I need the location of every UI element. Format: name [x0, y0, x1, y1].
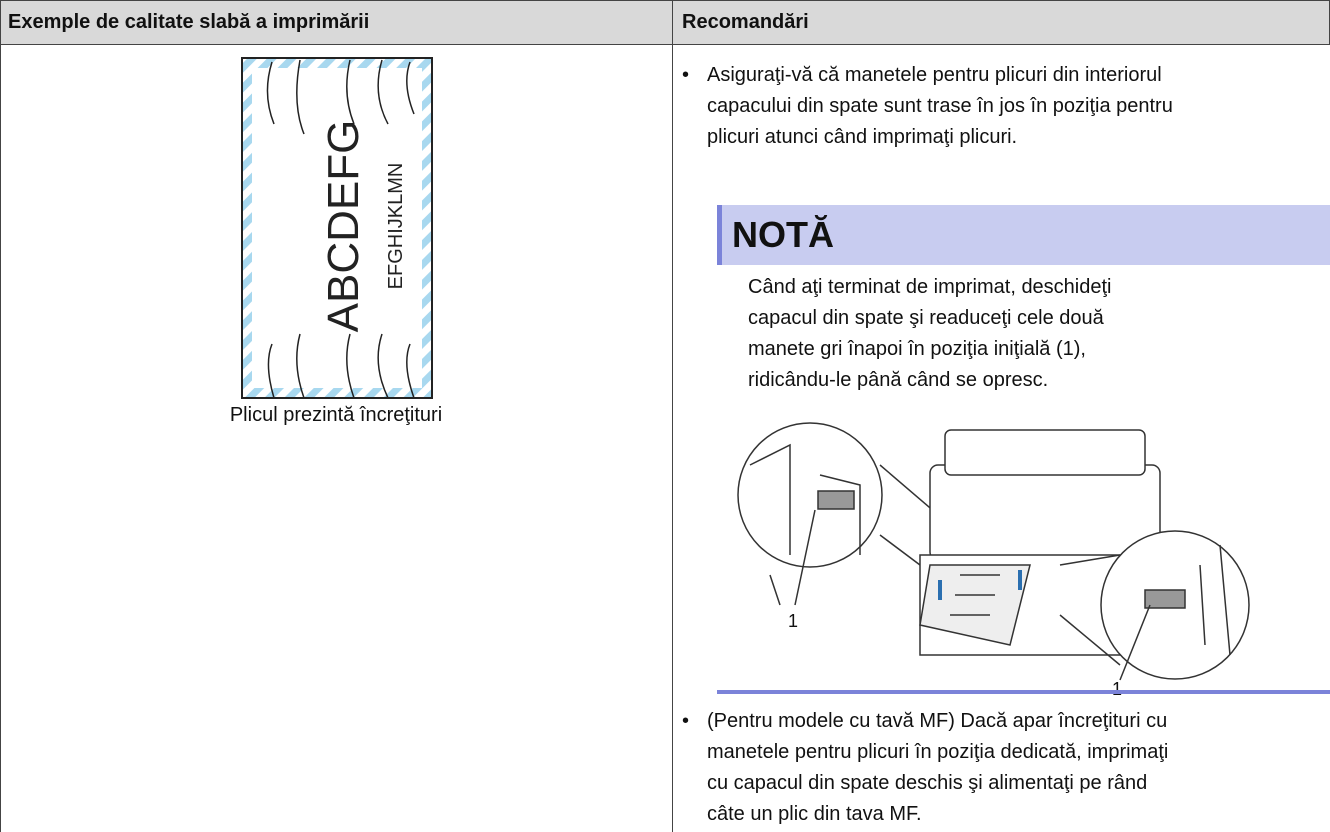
text-line: câte un plic din tava MF.	[707, 803, 922, 825]
text-line: capacul din spate şi readuceţi cele două	[748, 307, 1104, 329]
printer-illustration: 1 1	[737, 422, 1250, 695]
callout: 1	[1112, 679, 1122, 695]
illustration-text: EFGHIJKLMN	[385, 163, 407, 290]
recommendation: Asiguraţi-vă că manetele pentru plicuri …	[707, 60, 1173, 153]
header-cell: Recomandări	[682, 11, 809, 33]
callout: 1	[788, 611, 798, 631]
text-line: (Pentru modele cu tavă MF) Dacă apar înc…	[707, 710, 1168, 732]
text-line: cu capacul din spate deschis şi alimenta…	[707, 772, 1148, 794]
illustration-text: ABCDEFG	[319, 120, 368, 333]
note-text: Când aţi terminat de imprimat, deschideţ…	[748, 272, 1112, 396]
border	[672, 0, 673, 832]
text-line: manete gri înapoi în poziţia iniţială (1…	[748, 338, 1086, 360]
header-bg	[0, 0, 1330, 44]
text-line: Când aţi terminat de imprimat, deschideţ…	[748, 276, 1112, 298]
text-line: capacului din spate sunt trase în jos în…	[707, 95, 1173, 117]
note-heading-bg	[717, 205, 1330, 265]
text-line: Asiguraţi-vă că manetele pentru plicuri …	[707, 64, 1162, 86]
border	[0, 0, 1330, 1]
border	[0, 44, 1330, 45]
envelope-illustration: ABCDEFG EFGHIJKLMN	[241, 57, 433, 399]
header-cell: Exemple de calitate slabă a imprimării	[8, 11, 370, 33]
note-title: NOTĂ	[732, 214, 834, 255]
caption: Plicul prezintă încreţituri	[229, 404, 443, 426]
bullet: •	[682, 64, 690, 86]
text-line: manetele pentru plicuri în poziţia dedic…	[707, 741, 1169, 763]
border	[0, 0, 1, 832]
note-rule	[717, 690, 1330, 694]
text-line: plicuri atunci când imprimaţi plicuri.	[707, 126, 1018, 148]
bullet: •	[682, 710, 690, 732]
text-line: ridicându-le până când se opresc.	[748, 369, 1049, 391]
recommendation: (Pentru modele cu tavă MF) Dacă apar înc…	[707, 706, 1168, 830]
